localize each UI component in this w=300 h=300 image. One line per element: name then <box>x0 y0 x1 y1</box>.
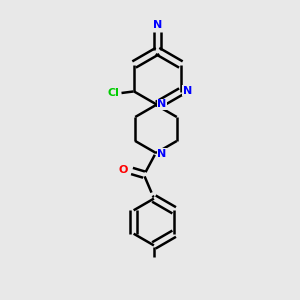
Text: N: N <box>158 99 166 110</box>
Text: Cl: Cl <box>108 88 120 98</box>
Text: N: N <box>153 20 162 30</box>
Text: N: N <box>183 85 192 96</box>
Text: N: N <box>158 148 166 159</box>
Text: O: O <box>118 164 128 175</box>
